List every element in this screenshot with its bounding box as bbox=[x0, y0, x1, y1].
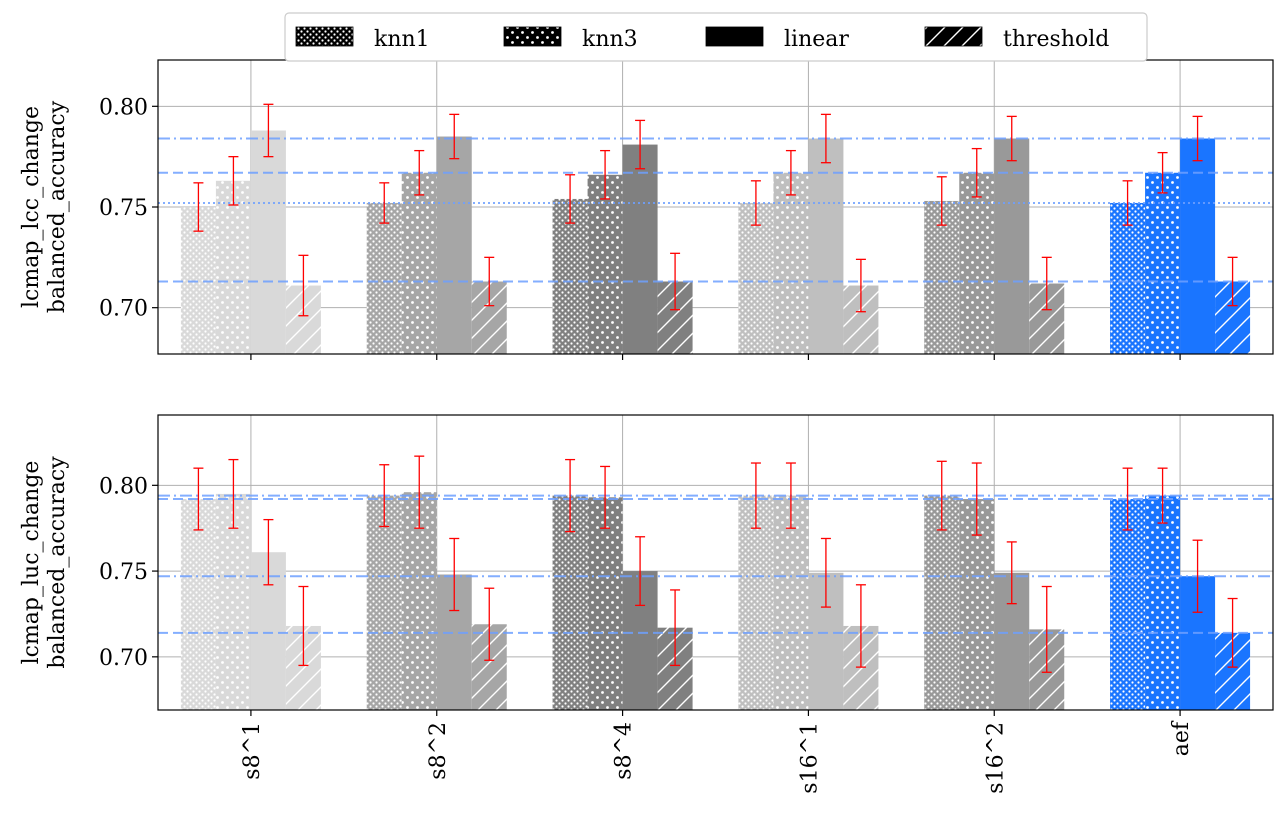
legend-label-linear: linear bbox=[784, 27, 849, 52]
bars bbox=[180, 130, 1251, 354]
x-tick-label: aef bbox=[1169, 720, 1194, 756]
legend-label-knn1: knn1 bbox=[374, 27, 430, 52]
axes-frame bbox=[157, 414, 1274, 711]
error-bars bbox=[193, 455, 1238, 673]
bar-knn1 bbox=[738, 202, 774, 354]
bar-knn1 bbox=[1110, 499, 1146, 710]
bar-knn1 bbox=[180, 499, 216, 710]
bar-knn3 bbox=[959, 172, 995, 354]
bar-linear bbox=[994, 138, 1030, 354]
bar-knn3 bbox=[1145, 495, 1181, 710]
bars bbox=[180, 492, 1251, 710]
bar-linear bbox=[436, 136, 472, 354]
panel-1: 0.70 0.75 0.80 lcmap_lcc_change balanced_acc… bbox=[19, 59, 1274, 360]
legend-entry-linear: linear bbox=[705, 26, 849, 52]
bar-knn1 bbox=[738, 495, 774, 710]
y-tick-label: 0.75 bbox=[99, 196, 148, 221]
legend-label-threshold: threshold bbox=[1003, 27, 1109, 52]
error-bars bbox=[193, 103, 1238, 317]
y-axis-label-line1: lcmap_luc_change bbox=[19, 461, 44, 665]
bar-knn1 bbox=[366, 495, 402, 710]
legend-entry-knn1: knn1 bbox=[295, 26, 430, 52]
bar-linear bbox=[250, 130, 286, 354]
y-tick-label: 0.70 bbox=[99, 297, 148, 322]
y-tick-label: 0.80 bbox=[99, 474, 148, 499]
x-tick-label: s16^2 bbox=[983, 722, 1008, 794]
bar-knn1 bbox=[366, 202, 402, 354]
y-axis-label-line2: balanced_accuracy bbox=[45, 100, 70, 313]
legend: knn1 knn3 linear threshold bbox=[284, 12, 1148, 62]
bar-knn3 bbox=[1145, 172, 1181, 354]
legend-swatch-linear bbox=[705, 26, 764, 47]
legend-swatch-knn3 bbox=[503, 26, 562, 47]
panel-2: 0.70 0.75 0.80 s8^1 s8^2 s8^4 s16^1 s16^2 aef lcm… bbox=[19, 414, 1274, 794]
legend-label-knn3: knn3 bbox=[582, 27, 638, 52]
bar-linear bbox=[622, 144, 658, 354]
y-tick-label: 0.80 bbox=[99, 95, 148, 120]
bar-knn1 bbox=[1110, 202, 1146, 354]
bar-knn3 bbox=[587, 497, 623, 710]
legend-swatch-knn1 bbox=[295, 26, 354, 47]
legend-entry-knn3: knn3 bbox=[503, 26, 638, 52]
grid bbox=[158, 60, 1273, 354]
y-axis-label-line1: lcmap_lcc_change bbox=[19, 106, 44, 308]
bar-knn1 bbox=[552, 198, 588, 354]
bar-linear bbox=[1180, 138, 1216, 354]
grid bbox=[158, 415, 1273, 710]
y-tick-label: 0.70 bbox=[99, 646, 148, 671]
bar-knn3 bbox=[215, 493, 251, 710]
legend-swatch-threshold bbox=[924, 26, 983, 47]
bar-knn3 bbox=[587, 174, 623, 354]
x-tick-label: s8^2 bbox=[426, 722, 451, 780]
bar-knn3 bbox=[215, 180, 251, 354]
y-axis-label-line2: balanced_accuracy bbox=[45, 456, 70, 669]
bar-knn1 bbox=[924, 200, 960, 354]
x-tick-label: s8^4 bbox=[612, 722, 637, 780]
y-tick-label: 0.75 bbox=[99, 560, 148, 585]
reference-lines bbox=[158, 137, 1273, 283]
bar-knn3 bbox=[773, 495, 809, 710]
bar-knn3 bbox=[773, 172, 809, 354]
x-tick-label: s8^1 bbox=[240, 722, 265, 780]
bar-knn1 bbox=[924, 495, 960, 710]
bar-linear bbox=[808, 138, 844, 354]
bar-knn3 bbox=[401, 172, 437, 354]
legend-entry-threshold: threshold bbox=[924, 26, 1109, 52]
reference-lines bbox=[158, 494, 1273, 634]
x-tick-label: s16^1 bbox=[797, 722, 822, 794]
